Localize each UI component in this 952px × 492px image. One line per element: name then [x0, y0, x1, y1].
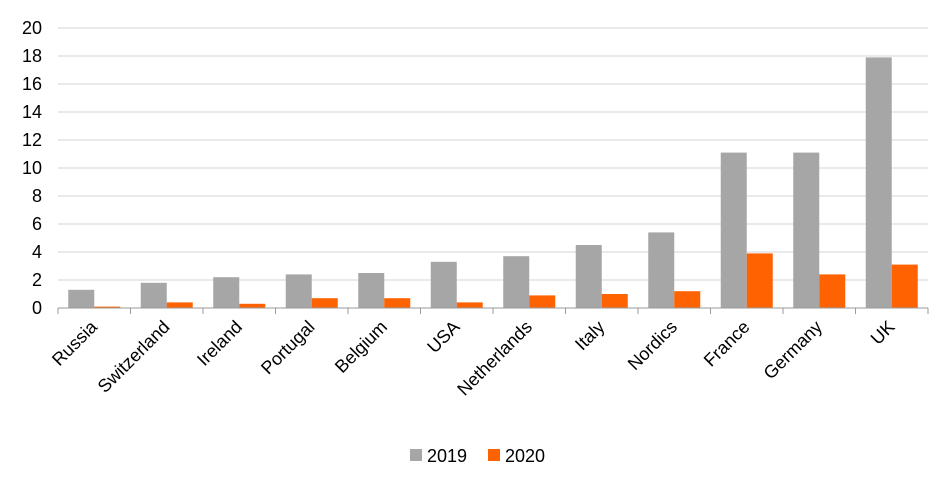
bar-2019-portugal [285, 274, 312, 308]
bar-2020-france [746, 253, 773, 308]
x-tick-label: Portugal [257, 317, 319, 379]
bar-2020-germany [819, 274, 846, 308]
bar-2020-russia [94, 306, 121, 308]
x-tick-label: UK [867, 317, 899, 349]
bar-2019-germany [793, 152, 820, 308]
y-tick-label: 20 [22, 18, 42, 38]
y-tick-label: 6 [32, 214, 42, 234]
bars [68, 57, 918, 309]
bar-2019-russia [68, 289, 95, 308]
y-tick-label: 18 [22, 46, 42, 66]
gridlines [58, 27, 928, 281]
bar-2020-uk [891, 264, 918, 308]
x-tick-label: Ireland [193, 317, 246, 370]
x-tick-label: Belgium [331, 317, 391, 377]
y-tick-label: 16 [22, 74, 42, 94]
x-tick-label: Nordics [624, 317, 681, 374]
bar-2020-netherlands [529, 295, 556, 308]
bar-2019-ireland [213, 277, 240, 308]
y-tick-label: 10 [22, 158, 42, 178]
y-tick-label: 12 [22, 130, 42, 150]
legend: 2019 2020 [410, 446, 545, 466]
y-tick-label: 4 [32, 242, 42, 262]
bar-2019-usa [430, 261, 457, 308]
bar-2019-france [720, 152, 747, 308]
bar-2019-italy [575, 245, 602, 308]
legend-label-2020: 2020 [505, 446, 545, 466]
y-tick-label: 2 [32, 270, 42, 290]
y-tick-label: 8 [32, 186, 42, 206]
x-tick-label: Italy [571, 317, 608, 354]
x-tick-label: Netherlands [453, 317, 536, 400]
x-axis [57, 307, 929, 314]
x-tick-label: France [700, 317, 754, 371]
bar-2019-switzerland [140, 282, 167, 308]
bar-2020-nordics [674, 291, 701, 308]
x-tick-label: Switzerland [94, 317, 174, 397]
bar-2020-portugal [311, 298, 338, 308]
bar-2020-italy [601, 294, 628, 308]
x-tick-label: Russia [48, 316, 102, 370]
legend-label-2019: 2019 [427, 446, 467, 466]
bar-2020-switzerland [166, 302, 193, 308]
bar-2020-usa [456, 302, 483, 308]
bar-2019-uk [865, 57, 892, 309]
bar-2020-ireland [239, 303, 266, 308]
y-tick-label: 14 [22, 102, 42, 122]
bar-2019-netherlands [503, 256, 530, 308]
x-tick-label: Germany [760, 317, 826, 383]
bar-2019-belgium [358, 273, 385, 308]
bar-2020-belgium [384, 298, 411, 308]
x-tick-label: USA [423, 317, 463, 357]
legend-swatch-2019 [410, 449, 422, 461]
legend-swatch-2020 [488, 449, 500, 461]
y-axis: 0 2 4 6 8 10 12 14 16 18 20 [22, 18, 42, 318]
bar-2019-nordics [648, 232, 675, 308]
y-tick-label: 0 [32, 298, 42, 318]
